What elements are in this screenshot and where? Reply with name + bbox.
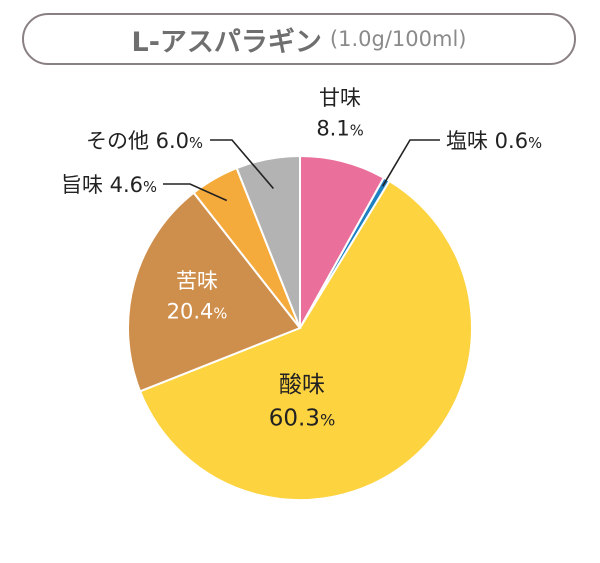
label-sour: 酸味 60.3% [269,372,336,431]
label-bitter: 苦味 20.4% [167,269,228,323]
label-umami: 旨味 4.6% [61,173,157,197]
leader-line-salty [381,139,440,187]
chart-title-box: L-アスパラギン (1.0g/100ml) [22,13,576,65]
leader-line-other [210,139,275,190]
chart-subtitle: (1.0g/100ml) [329,27,467,51]
label-sweet: 甘味 8.1% [316,86,363,140]
slice-bitter [127,191,302,393]
chart-title: L-アスパラギン [131,26,322,58]
slice-sweet [299,154,386,332]
leader-line-umami [163,183,228,202]
label-other: その他 6.0% [86,129,203,153]
slice-sour [138,179,473,501]
label-salty: 塩味 0.6% [446,129,542,153]
slice-other [235,154,301,329]
